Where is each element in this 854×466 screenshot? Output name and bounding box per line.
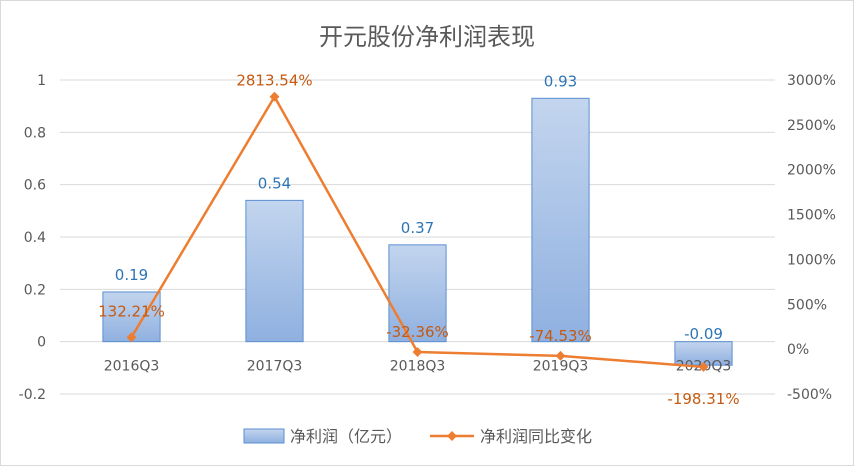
category-label: 2017Q3 (247, 359, 303, 375)
line-data-label: -198.31% (667, 390, 739, 408)
line-series (126, 91, 709, 372)
right-axis-tick-label: -500% (787, 387, 832, 403)
gridlines (60, 79, 775, 395)
bar-data-labels: 0.19 0.54 0.37 0.93 -0.09 (115, 72, 723, 343)
bar-data-label: 0.93 (544, 72, 577, 90)
line-data-label: -32.36% (386, 323, 449, 341)
right-axis-tick-label: 2500% (787, 118, 836, 134)
legend-bar-swatch (243, 428, 285, 444)
right-axis-tick-label: 3000% (787, 73, 836, 89)
line-data-label: 2813.54% (236, 72, 312, 90)
left-axis-tick-label: 0 (37, 335, 46, 351)
right-axis: 3000% 2500% 2000% 1500% 1000% 500% 0% -500% (787, 73, 836, 403)
line-marker (412, 347, 423, 357)
legend-bar-label: 净利润（亿元） (290, 427, 402, 446)
legend-line-label: 净利润同比变化 (480, 427, 592, 446)
line-data-labels: 132.21% 2813.54% -32.36% -74.53% -198.31% (98, 72, 739, 408)
line-marker (698, 361, 709, 372)
right-axis-tick-label: 2000% (787, 163, 836, 179)
bar-data-label: 0.19 (115, 266, 148, 284)
right-axis-tick-label: 500% (787, 297, 827, 313)
right-axis-tick-label: 0% (787, 342, 809, 358)
right-axis-tick-label: 1000% (787, 252, 836, 268)
line-marker (126, 332, 137, 343)
bar-data-label: -0.09 (684, 325, 723, 343)
category-label: 2018Q3 (390, 359, 446, 375)
line-marker (555, 350, 566, 361)
left-axis-tick-label: 1 (37, 73, 46, 89)
bar (531, 97, 590, 343)
left-axis-tick-label: 0.2 (24, 282, 46, 298)
chart-title: 开元股份净利润表现 (319, 23, 535, 51)
left-axis: 1 0.8 0.6 0.4 0.2 0 -0.2 (19, 73, 46, 403)
category-axis: 2016Q32017Q32018Q32019Q32020Q3 (104, 359, 732, 375)
right-axis-tick-label: 1500% (787, 208, 836, 224)
bar-data-label: 0.54 (258, 174, 291, 192)
left-axis-tick-label: -0.2 (19, 387, 46, 403)
bar-data-label: 0.37 (401, 219, 434, 237)
bar-series (102, 97, 733, 366)
left-axis-tick-label: 0.8 (24, 125, 46, 141)
legend-line-marker (447, 431, 457, 441)
left-axis-tick-label: 0.4 (24, 230, 46, 246)
line-data-label: -74.53% (529, 327, 592, 345)
line-data-label: 132.21% (98, 302, 165, 320)
left-axis-tick-label: 0.6 (24, 178, 46, 194)
bar (388, 244, 447, 343)
category-label: 2019Q3 (533, 359, 589, 375)
legend: 净利润（亿元） 净利润同比变化 (243, 427, 592, 446)
bar (245, 199, 304, 343)
category-label: 2016Q3 (104, 359, 160, 375)
